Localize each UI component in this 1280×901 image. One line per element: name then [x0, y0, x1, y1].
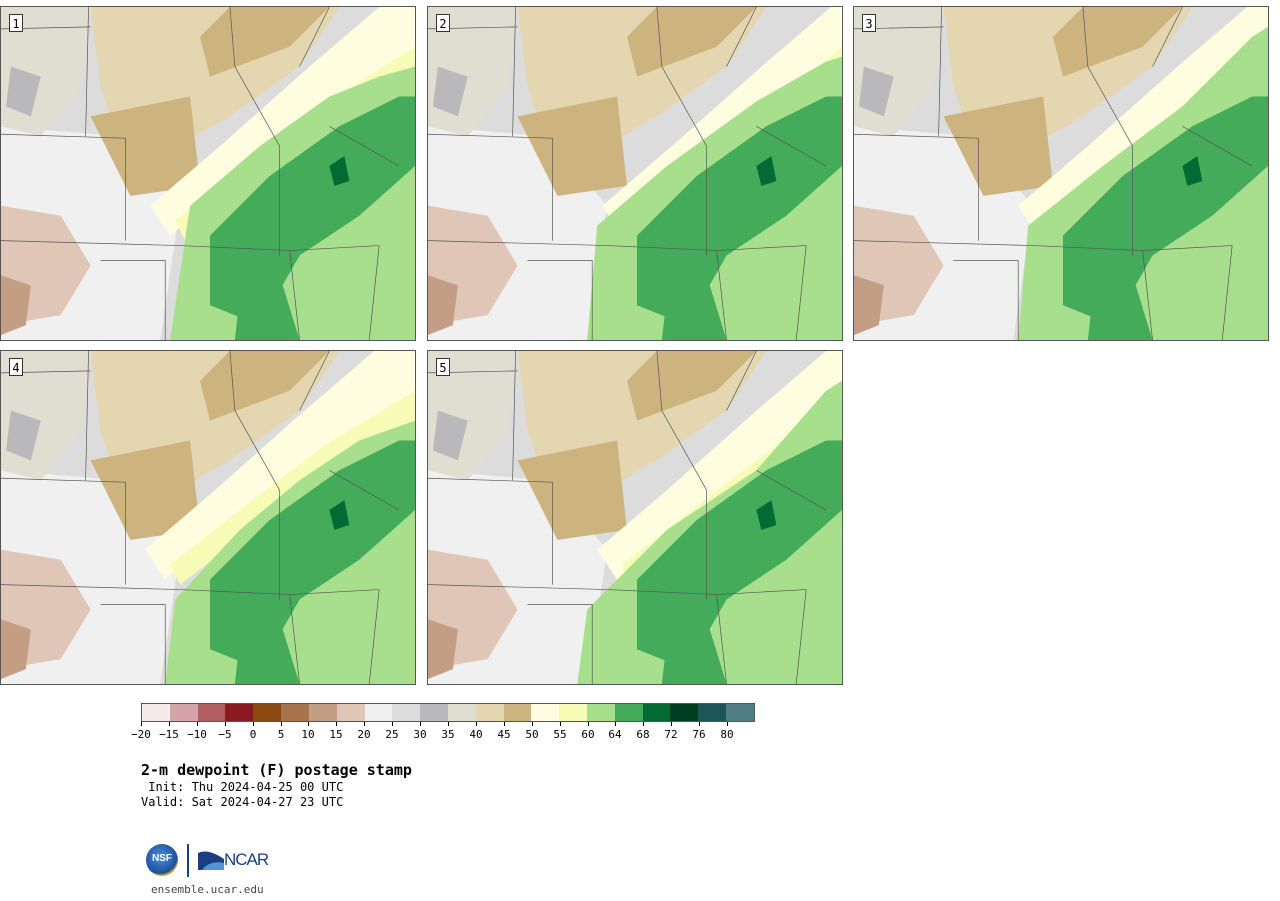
colorbar-tick-label: −10 [187, 728, 207, 741]
colorbar-tick-label: 76 [692, 728, 706, 741]
colorbar-tick-label: 25 [385, 728, 399, 741]
colorbar-tick [308, 722, 309, 726]
colorbar-tick [532, 722, 533, 726]
colorbar-tick-label: 60 [581, 728, 595, 741]
colorbar-tick [225, 722, 226, 726]
ensemble-member-map-5: 5 [427, 350, 843, 685]
colorbar-tick-label: −5 [218, 728, 232, 741]
colorbar-tick [336, 722, 337, 726]
ensemble-member-map-4: 4 [0, 350, 416, 685]
colorbar-swatch [531, 704, 560, 721]
colorbar-tick-label: 35 [441, 728, 455, 741]
colorbar-tick [141, 722, 142, 726]
colorbar-swatch [253, 704, 282, 721]
colorbar-swatch [169, 704, 198, 721]
colorbar-swatch [614, 704, 643, 721]
colorbar-tick-label: 20 [357, 728, 371, 741]
colorbar-tick [671, 722, 672, 726]
colorbar-ticks: −20 −15 −10 −5 0 5 10 15 20 25 30 35 40 45 50 55 60 64 68 7… [131, 722, 755, 742]
dewpoint-map-3 [854, 7, 1268, 340]
colorbar-tick-label: 64 [608, 728, 622, 741]
member-label-1: 1 [9, 14, 23, 32]
product-title: 2-m dewpoint (F) postage stamp [141, 761, 412, 779]
colorbar-swatch [726, 704, 754, 721]
colorbar-tick-label: 68 [636, 728, 650, 741]
dewpoint-map-2 [428, 7, 842, 340]
colorbar-swatch [197, 704, 226, 721]
colorbar-tick [615, 722, 616, 726]
colorbar-swatch [281, 704, 309, 721]
colorbar-tick [560, 722, 561, 726]
member-label-4: 4 [9, 358, 23, 376]
colorbar-tick [392, 722, 393, 726]
colorbar-tick [169, 722, 170, 726]
colorbar-tick [448, 722, 449, 726]
dewpoint-map-5 [428, 351, 842, 684]
colorbar-swatch [475, 704, 504, 721]
footer-url: ensemble.ucar.edu [151, 883, 264, 896]
colorbar-tick [588, 722, 589, 726]
colorbar-tick-label: 0 [249, 728, 257, 741]
colorbar-tick [504, 722, 505, 726]
colorbar-tick-label: −20 [131, 728, 151, 741]
member-label-2: 2 [436, 14, 450, 32]
member-label-3: 3 [862, 14, 876, 32]
colorbar-tick-label: 5 [277, 728, 285, 741]
colorbar-tick-label: 80 [720, 728, 734, 741]
dewpoint-map-1 [1, 7, 415, 340]
colorbar-tick-label: 45 [497, 728, 511, 741]
nsf-logo-icon: NSF [146, 844, 178, 876]
colorbar-swatch [420, 704, 448, 721]
colorbar-swatch [364, 704, 393, 721]
ncar-logo-icon [198, 851, 224, 870]
colorbar-tick [253, 722, 254, 726]
colorbar-tick-label: 40 [469, 728, 483, 741]
colorbar-tick [476, 722, 477, 726]
colorbar-swatch [308, 704, 337, 721]
logo-divider [187, 844, 189, 877]
colorbar-swatch [559, 704, 587, 721]
ensemble-member-map-1: 1 [0, 6, 416, 341]
colorbar-tick [420, 722, 421, 726]
colorbar-tick [281, 722, 282, 726]
colorbar-tick-label: 72 [664, 728, 678, 741]
colorbar-swatch [392, 704, 421, 721]
colorbar-tick-label: 30 [413, 728, 427, 741]
colorbar-tick [699, 722, 700, 726]
colorbar-tick-label: 15 [329, 728, 343, 741]
colorbar-tick [197, 722, 198, 726]
colorbar-swatch [587, 704, 615, 721]
colorbar-swatch [670, 704, 699, 721]
colorbar-swatch [142, 704, 170, 721]
colorbar-swatch [336, 704, 365, 721]
colorbar-tick [643, 722, 644, 726]
colorbar-tick [364, 722, 365, 726]
colorbar-swatch [698, 704, 727, 721]
colorbar-tick-label: −15 [159, 728, 179, 741]
init-time: Init: Thu 2024-04-25 00 UTC [141, 780, 344, 794]
dewpoint-colorbar [141, 703, 755, 722]
ensemble-member-map-2: 2 [427, 6, 843, 341]
member-label-5: 5 [436, 358, 450, 376]
valid-time: Valid: Sat 2024-04-27 23 UTC [141, 795, 344, 809]
colorbar-tick-label: 55 [553, 728, 567, 741]
colorbar-swatch [447, 704, 476, 721]
colorbar-swatch [225, 704, 254, 721]
colorbar-swatch [642, 704, 671, 721]
sponsor-logos: NSF NCAR [146, 842, 276, 878]
ensemble-member-map-3: 3 [853, 6, 1269, 341]
ncar-wordmark: NCAR [224, 850, 269, 869]
colorbar-tick-label: 10 [301, 728, 315, 741]
dewpoint-map-4 [1, 351, 415, 684]
colorbar-swatch [503, 704, 532, 721]
colorbar-tick-label: 50 [525, 728, 539, 741]
colorbar-tick [727, 722, 728, 726]
